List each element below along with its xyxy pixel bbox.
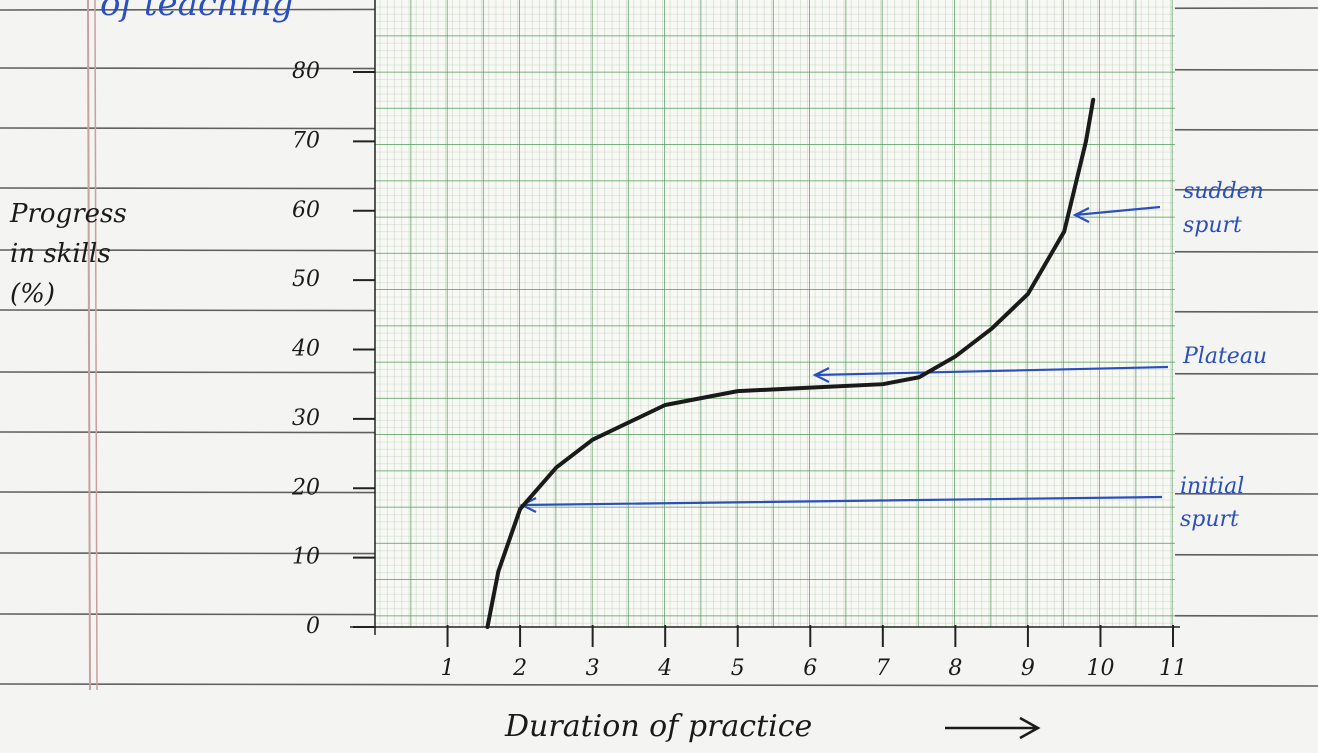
y-tick-label: 0 — [306, 614, 320, 639]
margin-line — [94, 0, 98, 691]
y-tick-label: 60 — [292, 198, 320, 223]
y-axis-label-line: Progress — [9, 199, 127, 229]
y-axis-label-line: in skills — [10, 239, 111, 269]
graph-paper-grid — [375, 0, 1175, 627]
y-tick-label: 70 — [292, 128, 320, 153]
x-tick-label: 5 — [731, 656, 745, 681]
y-tick-label: 30 — [292, 406, 320, 431]
x-tick-label: 3 — [586, 656, 600, 681]
margin-line — [87, 0, 91, 691]
y-tick-label: 40 — [291, 337, 320, 362]
x-tick-label: 8 — [948, 656, 962, 681]
x-axis-label: Duration of practice — [504, 709, 812, 744]
x-axis-arrow — [945, 716, 1041, 740]
y-tick-label: 80 — [292, 59, 320, 84]
annotation-arrow — [1072, 205, 1161, 223]
progress-curve — [485, 97, 1096, 629]
x-tick-label: 4 — [657, 656, 672, 681]
y-axis-label: Progress in skills (%) — [9, 199, 127, 309]
y-tick-label: 50 — [292, 267, 320, 292]
annotation-arrow — [812, 365, 1169, 383]
annotation-label: sudden spurt — [1183, 179, 1264, 238]
x-tick-label: 11 — [1159, 656, 1187, 681]
annotation-label: initial spurt — [1180, 474, 1244, 532]
chart-title: of teaching — [100, 0, 293, 24]
y-tick-label: 20 — [291, 475, 320, 500]
y-tick-label: 10 — [292, 545, 320, 570]
annotation-label: Plateau — [1182, 344, 1267, 369]
x-tick-label: 9 — [1021, 656, 1035, 681]
x-tick-label: 1 — [441, 656, 455, 681]
x-tick-label: 2 — [512, 656, 527, 681]
x-tick-label: 7 — [876, 656, 890, 681]
y-axis-label-line: (%) — [10, 279, 55, 309]
annotations: sudden spurt Plateau initial spurt — [519, 179, 1267, 532]
x-tick-label: 10 — [1086, 656, 1114, 681]
x-tick-label: 6 — [803, 656, 817, 681]
